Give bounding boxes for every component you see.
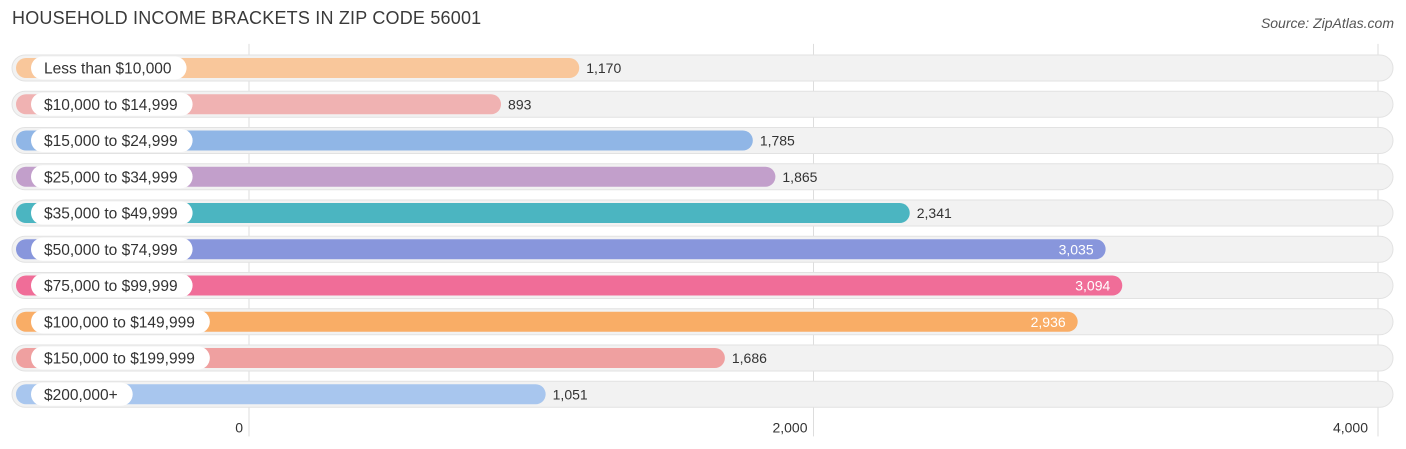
value-label: 1,170 [586, 60, 621, 76]
value-label: 3,094 [1075, 278, 1110, 294]
value-labels: 1,170 893 1,785 1,865 2,341 3,035 3,094 2,936 1,… [508, 60, 1110, 402]
value-label: 1,051 [553, 386, 588, 402]
category-label-pill [31, 310, 210, 334]
category-label: $200,000+ [44, 387, 118, 404]
bar [16, 203, 910, 223]
category-label-pill [31, 92, 193, 116]
chart-title: HOUSEHOLD INCOME BRACKETS IN ZIP CODE 56… [12, 8, 482, 28]
bar [16, 239, 1106, 260]
category-label-pill [31, 237, 193, 261]
category-label-pill [31, 129, 193, 152]
category-label: Less than $10,000 [44, 61, 172, 78]
x-tick-label: 4,000 [1333, 419, 1368, 435]
bars [16, 58, 1123, 405]
value-label: 893 [508, 96, 532, 112]
bar [16, 275, 1123, 296]
category-label: $100,000 to $149,999 [44, 314, 195, 331]
category-label-pill [31, 346, 210, 370]
value-label: 2,341 [917, 205, 952, 221]
category-label: $35,000 to $49,999 [44, 206, 178, 223]
category-label: $10,000 to $14,999 [44, 97, 178, 114]
category-label-pill [31, 201, 193, 225]
x-axis-ticks: 0 2,000 4,000 [235, 419, 1368, 435]
x-tick-label: 2,000 [772, 419, 807, 435]
category-label-pill [31, 274, 193, 297]
bar [16, 311, 1078, 332]
category-label-pill [31, 382, 133, 406]
value-label: 1,686 [732, 350, 767, 366]
value-label: 1,785 [760, 133, 795, 149]
category-label: $25,000 to $34,999 [44, 169, 178, 186]
category-labels: Less than $10,000 $10,000 to $14,999 $15,0… [31, 56, 210, 406]
bar [16, 384, 546, 405]
category-label-pill [31, 165, 193, 189]
chart-source: Source: ZipAtlas.com [1260, 15, 1394, 31]
value-label: 1,865 [782, 169, 817, 185]
value-label: 2,936 [1031, 314, 1066, 330]
category-label-pill [31, 56, 187, 80]
category-label: $50,000 to $74,999 [44, 242, 178, 259]
category-label: $75,000 to $99,999 [44, 278, 178, 295]
bar [16, 166, 776, 187]
bar [16, 130, 753, 151]
value-label: 3,035 [1059, 241, 1094, 257]
x-tick-label: 0 [235, 419, 243, 435]
category-label: $15,000 to $24,999 [44, 133, 178, 150]
category-label: $150,000 to $199,999 [44, 351, 195, 368]
